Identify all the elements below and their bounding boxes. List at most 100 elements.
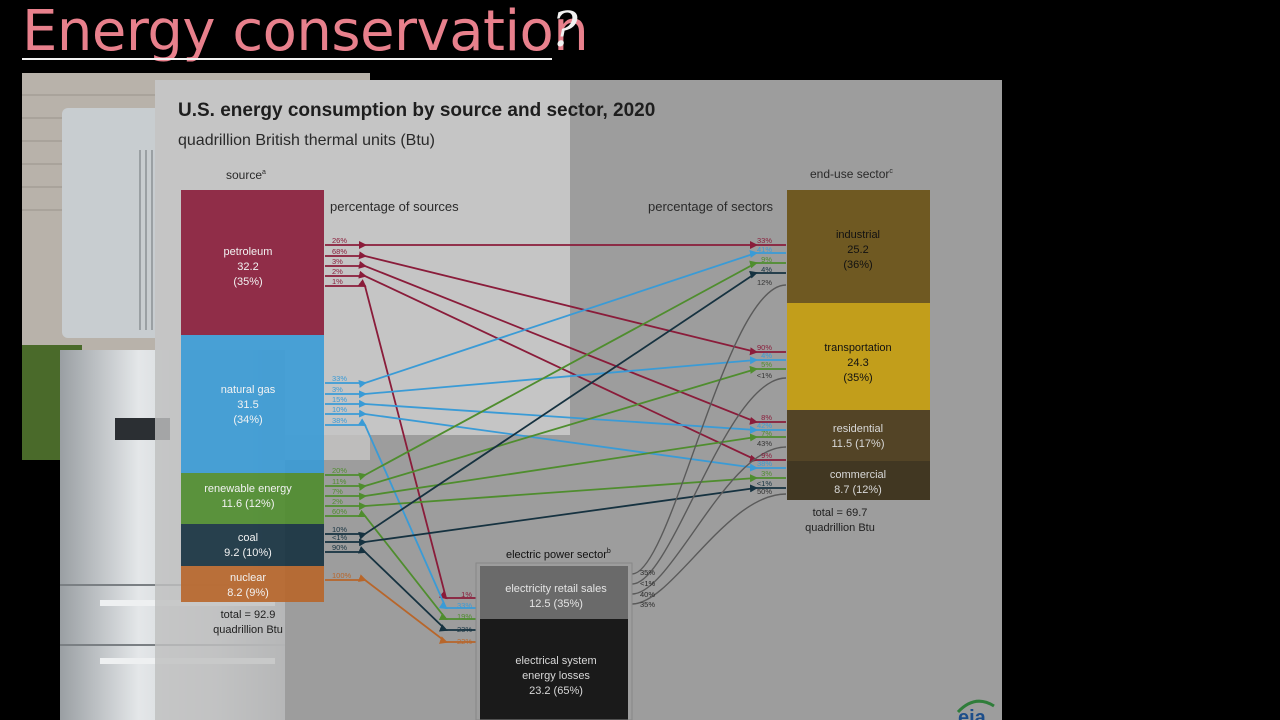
sector-box-industrial [787, 190, 930, 303]
eia-logo: eia [956, 699, 995, 720]
electric-output-percent: <1% [640, 579, 656, 588]
source-flow-percent: 100% [332, 571, 352, 580]
sector-flow-percent: <1% [757, 371, 773, 380]
source-share: (35%) [233, 276, 262, 288]
electric-power-sector: electricity retail sales 12.5 (35%) elec… [475, 562, 633, 720]
source-flow-percent: 7% [332, 487, 343, 496]
sector-flow-percent: 4% [761, 265, 772, 274]
sector-name: industrial [836, 229, 880, 241]
source-box-petroleum [181, 190, 324, 335]
figure-title: U.S. energy consumption by source and se… [178, 100, 655, 121]
source-name: renewable energy [204, 483, 292, 495]
ac-unit-grille [139, 150, 153, 330]
retail-sales-value: 12.5 (35%) [529, 598, 583, 610]
losses-value: 23.2 (65%) [529, 685, 583, 697]
sector-flow-percent: 7% [761, 429, 772, 438]
source-name: natural gas [221, 384, 276, 396]
source-flow-percent: 10% [332, 405, 347, 414]
sector-flow-percent: 38% [757, 459, 772, 468]
source-box-natural-gas [181, 335, 324, 473]
title-question-mark: ? [552, 2, 578, 58]
sector-total: total = 69.7 quadrillion Btu [805, 507, 875, 534]
sector-name: residential [833, 423, 883, 435]
source-labels: petroleum 32.2 (35%) natural gas 31.5 (3… [204, 246, 292, 599]
sector-flow-percent: 42% [757, 421, 772, 430]
electric-power-frame [475, 562, 633, 720]
electric-power-heading: electric power sectorb [506, 548, 611, 561]
sector-heading: end-use sectorc [810, 167, 893, 181]
retail-sales-name: electricity retail sales [505, 583, 607, 595]
electric-output-percent: 35% [640, 568, 655, 577]
title-underline [22, 58, 552, 60]
source-flow-percent: 38% [332, 416, 347, 425]
source-total-line: total = 92.9 [221, 609, 276, 621]
source-flow-percent: 15% [332, 395, 347, 404]
sector-value: 24.3 [847, 357, 868, 369]
electric-input-percent: 23% [457, 625, 472, 634]
source-total: total = 92.9 quadrillion Btu [213, 609, 283, 636]
sector-box-residential [787, 410, 930, 461]
sector-flow-percent: 43% [757, 439, 772, 448]
electric-input-percent: 19% [457, 612, 472, 621]
source-value: 8.2 (9%) [227, 587, 269, 599]
source-flow-percent: 60% [332, 507, 347, 516]
flow-line-electric [631, 446, 787, 595]
source-flow-percent: 2% [332, 497, 343, 506]
source-box-coal [181, 524, 324, 566]
percentage-of-sectors-label: percentage of sectors [648, 199, 774, 214]
slide-title: Energy conservation [22, 0, 589, 64]
source-box-renewable [181, 473, 324, 524]
sector-flow-percent: <1% [757, 479, 773, 488]
sector-flow-percent: 9% [761, 451, 772, 460]
sector-share: (35%) [843, 372, 872, 384]
source-heading: sourcea [226, 168, 266, 182]
source-value: 32.2 [237, 261, 258, 273]
sector-flow-percent: 9% [761, 255, 772, 264]
source-flow-percent: 3% [332, 257, 343, 266]
sector-value: 11.5 (17%) [832, 438, 885, 450]
eia-logo-arc [956, 699, 995, 714]
source-box-nuclear [181, 566, 324, 602]
sector-flow-percent: 3% [761, 469, 772, 478]
flow-lines [325, 241, 787, 644]
eia-logo-text: eia [958, 707, 987, 720]
sector-box-transportation [787, 303, 930, 410]
source-value: 11.6 (12%) [222, 498, 275, 510]
figure-titles: U.S. energy consumption by source and se… [178, 100, 893, 561]
flow-line-coal [325, 484, 786, 547]
electric-output-percent: 40% [640, 590, 655, 599]
sector-total-line: total = 69.7 [813, 507, 868, 519]
electric-output-percent: 35% [640, 600, 655, 609]
sector-flow-percent: 5% [761, 360, 772, 369]
sector-total-line: quadrillion Btu [805, 522, 875, 534]
sector-flow-percent: 33% [757, 236, 772, 245]
source-share: (34%) [233, 414, 262, 426]
flow-line-coal [325, 270, 786, 540]
sector-flow-percent: 90% [757, 343, 772, 352]
flow-line-electric [631, 284, 787, 575]
source-name: coal [238, 532, 258, 544]
electricity-retail-sales-box [480, 566, 628, 619]
source-flow-percent: 33% [332, 374, 347, 383]
sector-box-commercial [787, 461, 930, 500]
losses-name: energy losses [522, 670, 590, 682]
source-flow-percent: 3% [332, 385, 343, 394]
source-flow-percent: 68% [332, 247, 347, 256]
source-flow-percent: 90% [332, 543, 347, 552]
sector-flow-percent: 41% [757, 245, 772, 254]
source-flow-percent: 10% [332, 525, 347, 534]
source-value: 9.2 (10%) [224, 547, 272, 559]
source-flow-percent: 2% [332, 267, 343, 276]
sector-labels: industrial 25.2 (36%) transportation 24.… [824, 229, 891, 496]
sector-value: 8.7 (12%) [834, 484, 882, 496]
flow-line-electric [631, 377, 787, 585]
electric-input-percent: 22% [457, 637, 472, 646]
sector-name: transportation [824, 342, 891, 354]
electric-input-percent: 33% [457, 601, 472, 610]
sector-flow-percent: 4% [761, 351, 772, 360]
source-name: petroleum [224, 246, 273, 258]
energy-losses-box [480, 619, 628, 720]
source-flow-percent: 20% [332, 466, 347, 475]
sector-flow-percent: 50% [757, 487, 772, 496]
